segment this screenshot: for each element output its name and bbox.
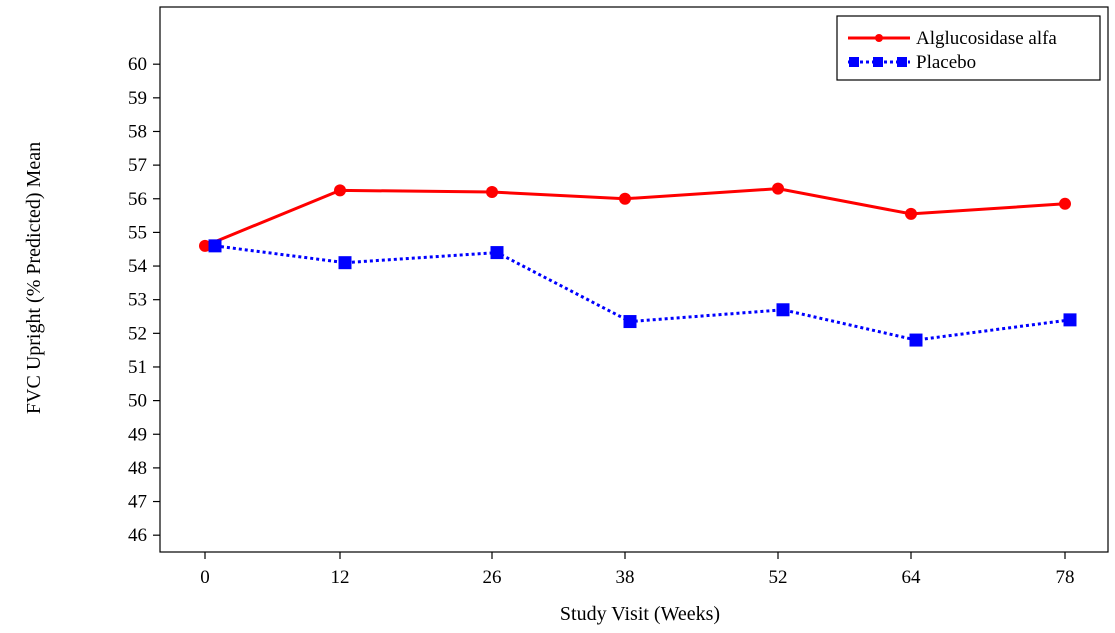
y-tick-label: 47: [128, 492, 147, 513]
x-tick-label: 12: [331, 567, 350, 588]
x-tick-label: 26: [483, 567, 502, 588]
legend-marker-placebo-2: [873, 57, 883, 67]
x-axis: 0 12 26 38 52 64 78: [200, 552, 1075, 588]
y-axis-title: FVC Upright (% Predicted) Mean: [23, 142, 45, 414]
y-tick-label: 56: [128, 189, 147, 210]
y-tick-label: 53: [128, 290, 147, 311]
plot-frame: [159, 6, 1109, 553]
y-tick-label: 54: [128, 256, 148, 277]
data-point: [1063, 313, 1077, 327]
y-tick-label: 57: [128, 155, 147, 176]
y-tick-label: 50: [128, 391, 147, 412]
data-point: [772, 182, 784, 195]
legend-box: [836, 15, 1101, 81]
data-point: [776, 303, 790, 317]
x-tick-label: 0: [200, 567, 210, 588]
y-tick-label: 60: [128, 54, 147, 75]
data-point: [334, 184, 346, 197]
x-tick-label: 78: [1056, 567, 1075, 588]
y-tick-label: 55: [128, 222, 147, 243]
data-point: [623, 315, 637, 329]
legend-marker-alglucosidase: [875, 34, 883, 42]
legend-marker-placebo-3: [897, 57, 907, 67]
x-tick-label: 38: [616, 567, 635, 588]
data-point: [486, 186, 498, 199]
y-tick-label: 58: [128, 121, 147, 142]
data-point: [199, 239, 211, 252]
data-point: [905, 207, 917, 220]
data-point: [208, 239, 222, 253]
x-axis-title: Study Visit (Weeks): [560, 603, 720, 625]
data-point: [909, 333, 923, 347]
y-tick-label: 46: [128, 525, 147, 546]
x-tick-label: 52: [769, 567, 788, 588]
data-point: [619, 192, 631, 205]
y-tick-label: 51: [128, 357, 147, 378]
legend-label-placebo: Placebo: [916, 52, 976, 73]
legend: Alglucosidase alfa Placebo: [836, 15, 1101, 81]
data-point: [490, 246, 504, 260]
y-tick-label: 48: [128, 458, 147, 479]
series-line: [204, 187, 1066, 248]
x-tick-label: 64: [902, 567, 922, 588]
series-layer: [199, 182, 1077, 347]
data-point: [338, 256, 352, 270]
legend-label-alglucosidase: Alglucosidase alfa: [916, 28, 1057, 49]
y-axis: 46 47 48 49 50 51 52 53 54 55 56 57 58 59 60: [128, 54, 160, 546]
y-tick-label: 52: [128, 323, 147, 344]
legend-marker-placebo-1: [849, 57, 859, 67]
y-tick-label: 49: [128, 424, 147, 445]
y-tick-label: 59: [128, 88, 147, 109]
data-point: [1059, 197, 1071, 210]
